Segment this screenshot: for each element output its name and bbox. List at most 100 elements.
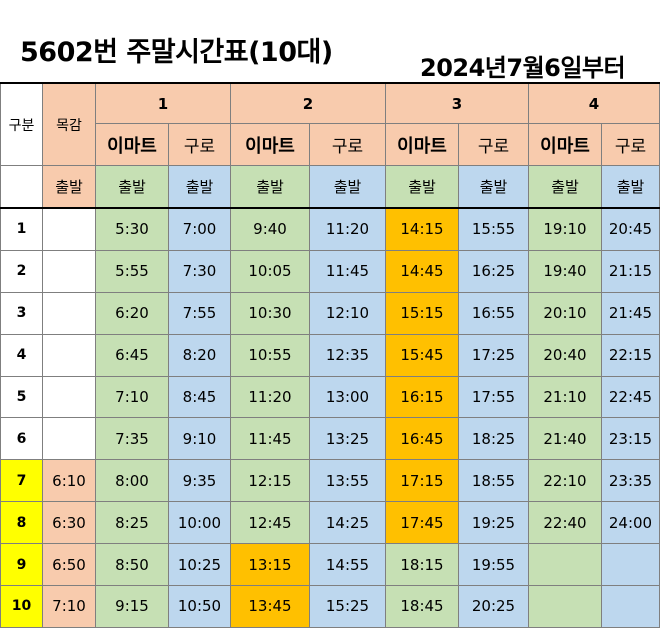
guro-depart-time: 19:25 — [458, 501, 529, 545]
guro-depart-time: 20:25 — [458, 585, 529, 628]
row-number: 3 — [0, 291, 43, 335]
guro-depart-time: 17:55 — [458, 375, 529, 419]
guro-depart-time — [601, 585, 660, 628]
mokgam-time: 7:10 — [42, 585, 96, 628]
emart-depart-time: 15:45 — [385, 333, 459, 377]
guro-depart-time: 22:45 — [601, 375, 660, 419]
emart-depart-time: 14:45 — [385, 249, 459, 293]
emart-depart-time — [528, 585, 602, 628]
header-place-emart: 이마트 — [385, 123, 459, 166]
emart-depart-time: 10:05 — [230, 249, 310, 293]
guro-depart-time: 16:25 — [458, 249, 529, 293]
emart-depart-time: 18:15 — [385, 543, 459, 587]
guro-depart-time: 10:25 — [168, 543, 231, 587]
guro-depart-time: 18:55 — [458, 459, 529, 503]
header-depart: 출발 — [42, 165, 96, 209]
mokgam-time — [42, 417, 96, 461]
emart-depart-time: 9:15 — [95, 585, 169, 628]
row-number: 9 — [0, 543, 43, 587]
effective-date: 2024년7월6일부터 — [420, 54, 626, 82]
emart-depart-time: 6:45 — [95, 333, 169, 377]
emart-depart-time: 11:45 — [230, 417, 310, 461]
guro-depart-time: 23:15 — [601, 417, 660, 461]
header-group-4: 4 — [528, 82, 660, 124]
emart-depart-time: 21:10 — [528, 375, 602, 419]
emart-depart-time: 14:15 — [385, 207, 459, 251]
header-gubun: 구분 — [0, 82, 43, 166]
guro-depart-time: 18:25 — [458, 417, 529, 461]
header-place-guro: 구로 — [458, 123, 529, 166]
emart-depart-time: 15:15 — [385, 291, 459, 335]
emart-depart-time: 10:55 — [230, 333, 310, 377]
row-number: 1 — [0, 207, 43, 251]
guro-depart-time: 12:35 — [309, 333, 386, 377]
emart-depart-time: 11:20 — [230, 375, 310, 419]
header-depart-blank — [0, 165, 43, 209]
guro-depart-time: 13:25 — [309, 417, 386, 461]
guro-depart-time: 13:55 — [309, 459, 386, 503]
emart-depart-time: 9:40 — [230, 207, 310, 251]
header-group-2: 2 — [230, 82, 386, 124]
row-number: 6 — [0, 417, 43, 461]
table-row: 9 6:50 8:50 10:25 13:15 14:55 18:15 19:55 — [0, 543, 660, 587]
emart-depart-time: 12:45 — [230, 501, 310, 545]
table-row: 7 6:10 8:00 9:35 12:15 13:55 17:15 18:55 22:10 23… — [0, 459, 660, 503]
header-depart: 출발 — [168, 165, 231, 209]
guro-depart-time: 7:30 — [168, 249, 231, 293]
guro-depart-time: 9:35 — [168, 459, 231, 503]
row-number: 8 — [0, 501, 43, 545]
guro-depart-time: 20:45 — [601, 207, 660, 251]
emart-depart-time: 16:15 — [385, 375, 459, 419]
guro-depart-time: 15:55 — [458, 207, 529, 251]
mokgam-time: 6:30 — [42, 501, 96, 545]
header-group-1: 1 — [95, 82, 231, 124]
row-number: 7 — [0, 459, 43, 503]
mokgam-time — [42, 249, 96, 293]
mokgam-time — [42, 291, 96, 335]
table-row: 1 5:30 7:00 9:40 11:20 14:15 15:55 19:10 20:45 — [0, 207, 660, 251]
emart-depart-time: 6:20 — [95, 291, 169, 335]
emart-depart-time: 8:00 — [95, 459, 169, 503]
guro-depart-time: 12:10 — [309, 291, 386, 335]
table-row: 5 7:10 8:45 11:20 13:00 16:15 17:55 21:10 22:45 — [0, 375, 660, 419]
guro-depart-time: 11:45 — [309, 249, 386, 293]
emart-depart-time: 12:15 — [230, 459, 310, 503]
emart-depart-time: 22:10 — [528, 459, 602, 503]
mokgam-time: 6:50 — [42, 543, 96, 587]
table-row: 2 5:55 7:30 10:05 11:45 14:45 16:25 19:40 21:15 — [0, 249, 660, 293]
header-depart: 출발 — [309, 165, 386, 209]
header-place-guro: 구로 — [309, 123, 386, 166]
guro-depart-time: 7:00 — [168, 207, 231, 251]
guro-depart-time — [601, 543, 660, 587]
header-place-emart: 이마트 — [230, 123, 310, 166]
header-mokgam: 목감 — [42, 82, 96, 166]
table-row: 4 6:45 8:20 10:55 12:35 15:45 17:25 20:40 22:15 — [0, 333, 660, 377]
table-row: 3 6:20 7:55 10:30 12:10 15:15 16:55 20:10 21:45 — [0, 291, 660, 335]
header-depart: 출발 — [230, 165, 310, 209]
emart-depart-time: 19:40 — [528, 249, 602, 293]
mokgam-time — [42, 333, 96, 377]
guro-depart-time: 23:35 — [601, 459, 660, 503]
header-depart: 출발 — [601, 165, 660, 209]
emart-depart-time: 17:45 — [385, 501, 459, 545]
emart-depart-time: 8:25 — [95, 501, 169, 545]
emart-depart-time: 8:50 — [95, 543, 169, 587]
row-number: 2 — [0, 249, 43, 293]
mokgam-time — [42, 207, 96, 251]
row-number: 10 — [0, 585, 43, 628]
emart-depart-time: 17:15 — [385, 459, 459, 503]
header-group-3: 3 — [385, 82, 529, 124]
header-place-guro: 구로 — [168, 123, 231, 166]
guro-depart-time: 7:55 — [168, 291, 231, 335]
guro-depart-time: 13:00 — [309, 375, 386, 419]
guro-depart-time: 10:50 — [168, 585, 231, 628]
emart-depart-time: 13:45 — [230, 585, 310, 628]
emart-depart-time: 20:10 — [528, 291, 602, 335]
guro-depart-time: 15:25 — [309, 585, 386, 628]
emart-depart-time: 5:30 — [95, 207, 169, 251]
header-depart: 출발 — [385, 165, 459, 209]
guro-depart-time: 24:00 — [601, 501, 660, 545]
emart-depart-time: 10:30 — [230, 291, 310, 335]
page-title: 5602번 주말시간표(10대) — [20, 37, 333, 68]
emart-depart-time: 7:35 — [95, 417, 169, 461]
